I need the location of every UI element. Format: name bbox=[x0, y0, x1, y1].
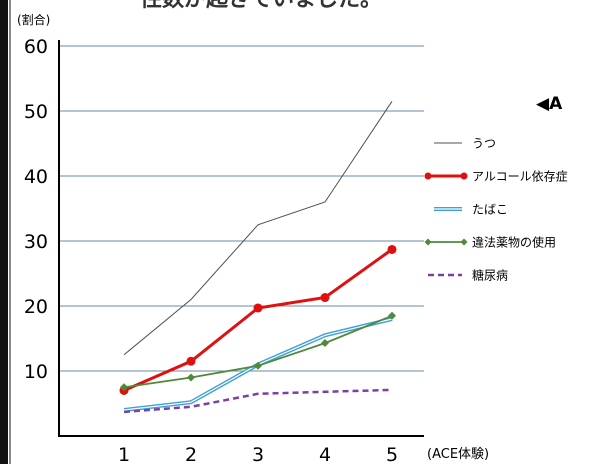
legend-entry-4: 違法薬物の使用 bbox=[424, 235, 556, 250]
legend-marker bbox=[424, 238, 432, 246]
data-point bbox=[388, 311, 396, 320]
y-tick-label: 20 bbox=[24, 296, 48, 318]
y-axis-label: (割合) bbox=[17, 12, 50, 27]
left-border bbox=[0, 0, 8, 464]
data-point bbox=[253, 303, 263, 313]
legend-label: うつ bbox=[472, 137, 496, 151]
side-note: ◀A bbox=[536, 94, 563, 114]
data-point bbox=[320, 293, 330, 303]
legend-label: 違法薬物の使用 bbox=[472, 235, 556, 250]
legend-entry-3: たばこ bbox=[434, 203, 508, 217]
x-tick-label: 1 bbox=[118, 444, 130, 464]
header-fragment: 性数が起きていました。 bbox=[140, 0, 382, 12]
x-tick-label: 3 bbox=[252, 444, 264, 464]
series-4 bbox=[120, 311, 396, 392]
y-tick-label: 40 bbox=[24, 166, 48, 188]
legend-marker bbox=[460, 172, 468, 180]
x-tick-label: 2 bbox=[185, 444, 197, 464]
data-point bbox=[254, 361, 262, 370]
legend-label: 糖尿病 bbox=[472, 268, 508, 283]
legend-label: たばこ bbox=[472, 203, 508, 217]
data-point bbox=[187, 373, 195, 382]
data-point bbox=[321, 339, 329, 348]
y-tick-label: 60 bbox=[24, 36, 48, 58]
legend-label: アルコール依存症 bbox=[472, 169, 568, 184]
x-axis-label: (ACE体験) bbox=[427, 447, 489, 462]
series-1 bbox=[123, 101, 393, 356]
legend-marker bbox=[424, 172, 432, 180]
x-tick-label: 4 bbox=[319, 444, 331, 464]
series-5 bbox=[123, 388, 393, 414]
legend-marker bbox=[460, 238, 468, 246]
series-line bbox=[123, 101, 393, 356]
legend-entry-2: アルコール依存症 bbox=[424, 169, 568, 184]
legend-entry-5: 糖尿病 bbox=[428, 268, 508, 283]
series-line bbox=[123, 388, 393, 414]
y-tick-label: 50 bbox=[24, 101, 48, 123]
y-tick-label: 10 bbox=[24, 361, 48, 383]
series-2 bbox=[119, 244, 397, 395]
data-point bbox=[120, 383, 128, 392]
data-point bbox=[387, 244, 397, 254]
y-tick-label: 30 bbox=[24, 231, 48, 253]
x-tick-label: 5 bbox=[386, 444, 398, 464]
legend-entry-1: うつ bbox=[434, 137, 496, 151]
series-line bbox=[123, 314, 393, 389]
data-point bbox=[186, 356, 196, 366]
